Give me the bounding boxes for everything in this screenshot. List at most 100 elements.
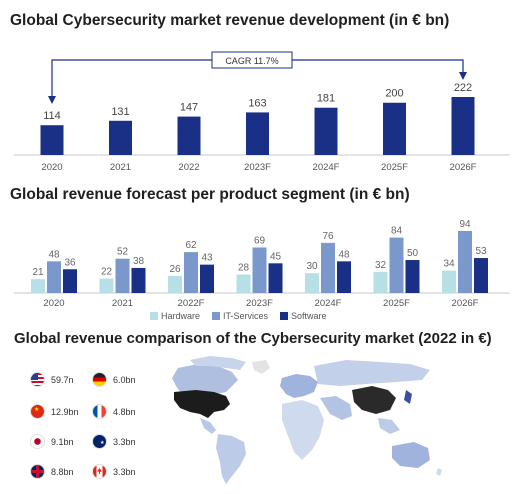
legend-item-hardware: Hardware xyxy=(150,311,200,321)
chart1-value-label: 114 xyxy=(43,110,61,122)
chart2-value-label: 32 xyxy=(375,260,387,271)
map-china xyxy=(352,386,396,414)
japan-flag-icon xyxy=(30,434,45,449)
chart1-value-label: 181 xyxy=(317,93,335,105)
chart1-value-label: 131 xyxy=(111,106,129,118)
australia-flag-icon: ★ xyxy=(92,434,107,449)
map-new-zealand xyxy=(436,468,442,476)
germany-flag-icon xyxy=(92,372,107,387)
chart2-value-label: 62 xyxy=(185,240,197,251)
chart2-value-label: 36 xyxy=(64,257,76,268)
chart2-bar-software-2026F xyxy=(474,258,488,293)
chart2-category-label: 2023F xyxy=(246,298,273,309)
chart2-bar-software-2023F xyxy=(268,263,283,293)
cagr-label: CAGR 11.7% xyxy=(225,56,278,66)
chart1-category-label: 2022 xyxy=(178,162,199,173)
country-china: ★ 12.9bn xyxy=(30,404,79,419)
country-value-france: 4.8bn xyxy=(113,406,136,417)
chart2-bar-it-services-2025F xyxy=(389,237,404,293)
country-value-china: 12.9bn xyxy=(51,406,79,417)
chart1-category-label: 2025F xyxy=(381,162,408,173)
country-germany: 6.0bn xyxy=(92,372,136,387)
chart2-category-label: 2024F xyxy=(315,298,342,309)
chart2-bar-hardware-2022F xyxy=(168,275,182,293)
chart1-bar-2020 xyxy=(40,125,64,155)
chart2-value-label: 21 xyxy=(32,267,44,278)
country-japan: 9.1bn xyxy=(30,434,74,449)
chart2-value-label: 45 xyxy=(270,251,282,262)
chart2-bar-it-services-2023F xyxy=(252,247,267,293)
chart2-value-label: 52 xyxy=(117,247,129,258)
map-middle-east xyxy=(320,396,352,420)
chart2-bar-it-services-2021 xyxy=(115,258,130,293)
map-europe xyxy=(280,374,318,398)
chart1-value-label: 222 xyxy=(454,82,472,94)
chart2-value-label: 84 xyxy=(391,226,403,237)
usa-flag-icon xyxy=(30,372,45,387)
chart2-bar-hardware-2023F xyxy=(236,274,251,293)
chart2-value-label: 76 xyxy=(322,231,334,242)
legend-item-it-services: IT-Services xyxy=(212,311,268,321)
chart2-value-label: 22 xyxy=(101,266,113,277)
uk-flag-icon xyxy=(30,464,45,479)
chart2-value-label: 43 xyxy=(201,253,213,264)
chart2-value-label: 50 xyxy=(407,248,419,259)
chart2-bar-hardware-2025F xyxy=(373,271,388,293)
legend-item-software: Software xyxy=(280,311,327,321)
chart2-value-label: 53 xyxy=(475,246,487,257)
chart2-bar-it-services-2024F xyxy=(321,242,335,293)
legend-swatch-it-services xyxy=(212,312,221,320)
map-central-america xyxy=(200,418,216,434)
france-flag-icon xyxy=(92,404,107,419)
chart2-category-label: 2020 xyxy=(43,298,64,309)
map-greenland xyxy=(252,360,270,374)
chart2-bar-software-2022F xyxy=(200,264,214,293)
country-value-canada: 3.3bn xyxy=(113,466,136,477)
chart2-category-label: 2026F xyxy=(452,298,479,309)
map-title: Global revenue comparison of the Cyberse… xyxy=(14,330,492,347)
country-value-usa: 59.7n xyxy=(51,374,74,385)
legend-label-it-services: IT-Services xyxy=(223,311,269,321)
chart1-value-label: 200 xyxy=(385,88,403,100)
chart1-bar-2025F xyxy=(383,102,406,155)
chart1-category-label: 2023F xyxy=(244,162,271,173)
chart2-bar-hardware-2020 xyxy=(31,279,45,293)
chart2-value-label: 94 xyxy=(459,219,471,230)
chart1-category-label: 2024F xyxy=(313,162,340,173)
chart2-value-label: 38 xyxy=(133,256,145,267)
revenue-development-chart: 114 2020 131 2021 147 2022 163 2023F 181 2024F 200… xyxy=(14,51,510,173)
chart2-title: Global revenue forecast per product segm… xyxy=(10,186,410,203)
chart2-value-label: 30 xyxy=(306,261,318,272)
chart2-value-label: 26 xyxy=(169,264,181,275)
chart2-bar-hardware-2026F xyxy=(442,270,456,293)
chart2-value-label: 48 xyxy=(48,249,60,260)
map-africa xyxy=(282,400,324,460)
legend-label-hardware: Hardware xyxy=(161,311,201,321)
cagr-arrow-left xyxy=(48,96,56,104)
chart2-bar-hardware-2024F xyxy=(305,273,319,293)
country-australia: ★ 3.3bn xyxy=(92,434,136,449)
chart2-bar-it-services-2022F xyxy=(184,252,198,293)
map-canada-north xyxy=(190,356,246,370)
country-france: 4.8bn xyxy=(92,404,136,419)
map-north-america xyxy=(172,364,238,406)
chart2-bar-it-services-2026F xyxy=(458,231,472,293)
cagr-box xyxy=(211,51,293,69)
chart1-category-label: 2026F xyxy=(450,162,477,173)
legend-swatch-software xyxy=(280,312,289,320)
chart1-title: Global Cybersecurity market revenue deve… xyxy=(10,12,450,29)
canada-flag-icon xyxy=(92,464,107,479)
chart2-category-label: 2022F xyxy=(178,298,205,309)
country-value-uk: 8.8bn xyxy=(51,466,74,477)
legend-swatch-hardware xyxy=(150,312,158,320)
chart1-category-label: 2020 xyxy=(41,162,62,173)
map-south-america xyxy=(216,434,246,484)
chart2-legend: Hardware IT-Services Software xyxy=(150,311,327,321)
map-australia xyxy=(392,442,430,468)
map-russia xyxy=(314,360,430,386)
segment-forecast-chart: 21 48 36 2020 22 52 38 2021 26 62 43 2022F 28 69 45 202… xyxy=(14,219,510,309)
chart2-bar-software-2021 xyxy=(131,267,146,293)
chart2-category-label: 2025F xyxy=(383,298,410,309)
chart1-bar-2021 xyxy=(109,120,132,155)
chart2-bar-it-services-2020 xyxy=(47,261,61,293)
